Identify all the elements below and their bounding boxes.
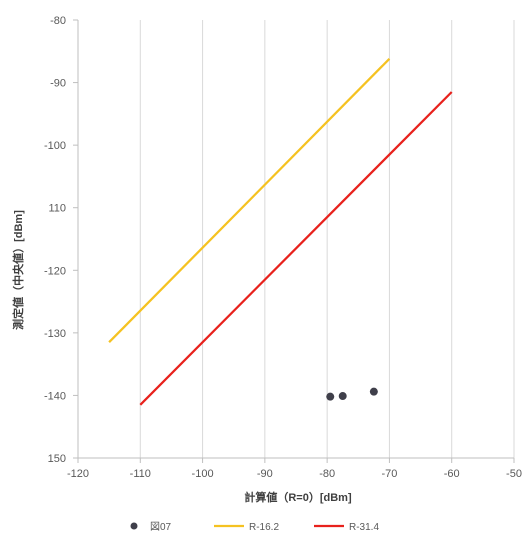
y-tick-label: 110 (48, 203, 66, 215)
x-tick-label: -110 (130, 468, 151, 480)
series-line-R-31.4 (139, 91, 453, 406)
x-axis-title: 計算値（R=0）[dBm] (244, 490, 352, 504)
x-tick-label: -120 (67, 468, 89, 480)
legend: 図07 R-16.2 R-31.4 (130, 521, 379, 533)
x-tick-label: -70 (381, 468, 397, 480)
y-tick-label: -100 (44, 140, 66, 152)
y-tick-labels: -80 -90 -100 110 -120 -130 -140 150 (44, 15, 66, 465)
y-tick-label: -80 (50, 15, 66, 27)
y-tick-label: -90 (50, 78, 66, 90)
series-line-R-16.2 (108, 58, 391, 343)
x-tick-label: -50 (506, 468, 522, 480)
x-tick-label: -80 (319, 468, 335, 480)
data-point (326, 392, 335, 401)
x-tick-label: -100 (192, 468, 214, 480)
x-tick-labels: -120 -110 -100 -90 -80 -70 -60 -50 (67, 468, 522, 480)
x-tick-label: -90 (257, 468, 273, 480)
series-lines (108, 58, 453, 406)
axes (73, 19, 515, 463)
legend-label: R-16.2 (249, 522, 279, 533)
grid-lines (139, 20, 515, 458)
legend-label: R-31.4 (349, 522, 379, 533)
data-point (338, 392, 347, 401)
legend-swatch-marker (130, 522, 138, 530)
y-axis-title: 測定値（中央値）[dBm] (11, 210, 25, 330)
y-tick-label: 150 (48, 453, 66, 465)
x-tick-label: -60 (444, 468, 460, 480)
y-tick-label: -130 (44, 328, 66, 340)
data-point (369, 387, 378, 396)
y-tick-label: -140 (44, 390, 66, 402)
legend-label: 図07 (150, 521, 172, 533)
series-points (326, 387, 378, 401)
y-tick-label: -120 (44, 265, 66, 277)
